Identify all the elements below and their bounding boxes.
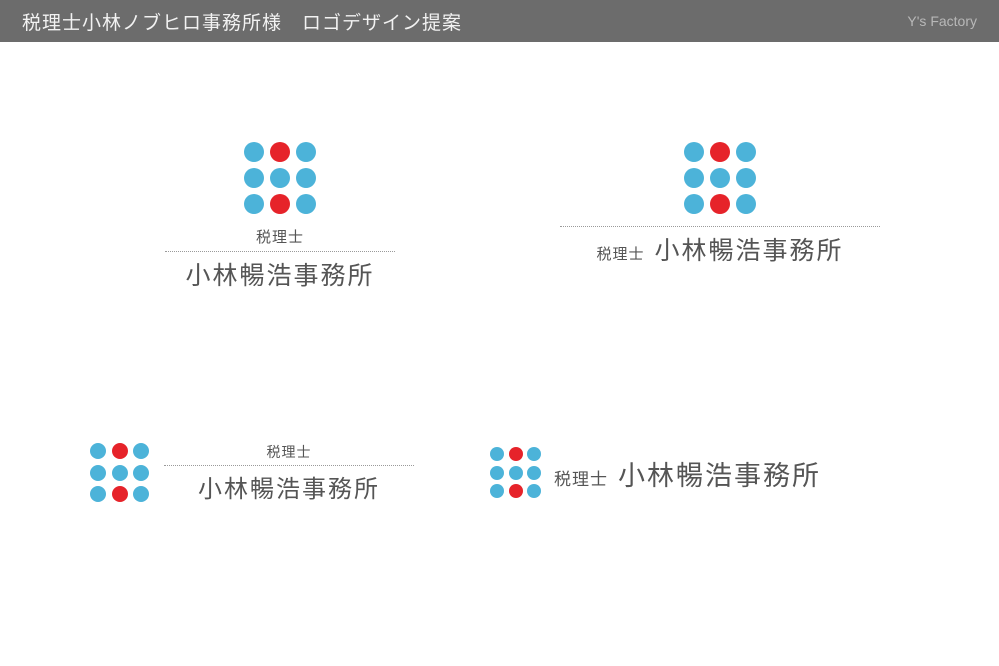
dot-blue [244,194,264,214]
dot-blue [527,484,541,498]
logo-subtitle: 税理士 [267,442,312,462]
divider-rule [164,465,414,466]
dot-blue [527,447,541,461]
dot-red [270,142,290,162]
dot-blue [133,443,149,459]
dot-blue [736,142,756,162]
divider-rule [560,226,880,227]
dot-red [509,484,523,498]
dot-blue [684,194,704,214]
dot-red [509,447,523,461]
logo-title: 小林暢浩事務所 [150,256,410,292]
dot-red [270,194,290,214]
dot-blue [112,465,128,481]
logo-title: 小林暢浩事務所 [198,469,380,504]
header-bar: 税理士小林ノブヒロ事務所様 ロゴデザイン提案 Y's Factory [0,0,999,42]
logo-mark-dots [490,447,542,499]
dot-blue [710,168,730,188]
logo-variant-b: 税理士 小林暢浩事務所 [540,142,900,267]
dot-blue [90,486,106,502]
dot-blue [270,168,290,188]
logo-mark-dots [244,142,316,214]
logo-variant-d: 税理士 小林暢浩事務所 [490,447,940,499]
logo-mark-dots [90,443,150,503]
header-brand: Y's Factory [907,13,977,29]
dot-red [112,486,128,502]
divider-rule [165,251,395,252]
logo-mark-dots [684,142,756,214]
dot-blue [133,465,149,481]
dot-blue [509,466,523,480]
dot-blue [244,168,264,188]
dot-blue [736,194,756,214]
logo-title: 小林暢浩事務所 [618,454,821,493]
dot-blue [296,168,316,188]
dot-blue [296,142,316,162]
dot-blue [90,443,106,459]
logo-variant-c: 税理士 小林暢浩事務所 [90,442,450,504]
logo-variant-a: 税理士 小林暢浩事務所 [150,142,410,292]
logo-subtitle: 税理士 [596,243,644,264]
header-title: 税理士小林ノブヒロ事務所様 ロゴデザイン提案 [22,8,462,35]
dot-blue [684,168,704,188]
dot-blue [684,142,704,162]
dot-blue [490,466,504,480]
dot-blue [296,194,316,214]
dot-red [112,443,128,459]
design-canvas: 税理士 小林暢浩事務所 税理士 小林暢浩事務所 税理士 小林暢浩事務所 税理士 … [0,42,999,666]
dot-blue [527,466,541,480]
dot-red [710,142,730,162]
logo-subtitle: 税理士 [554,465,608,490]
logo-subtitle: 税理士 [150,226,410,247]
dot-blue [490,447,504,461]
dot-blue [736,168,756,188]
dot-blue [133,486,149,502]
dot-red [710,194,730,214]
logo-title: 小林暢浩事務所 [655,231,844,267]
dot-blue [490,484,504,498]
dot-blue [244,142,264,162]
dot-blue [90,465,106,481]
